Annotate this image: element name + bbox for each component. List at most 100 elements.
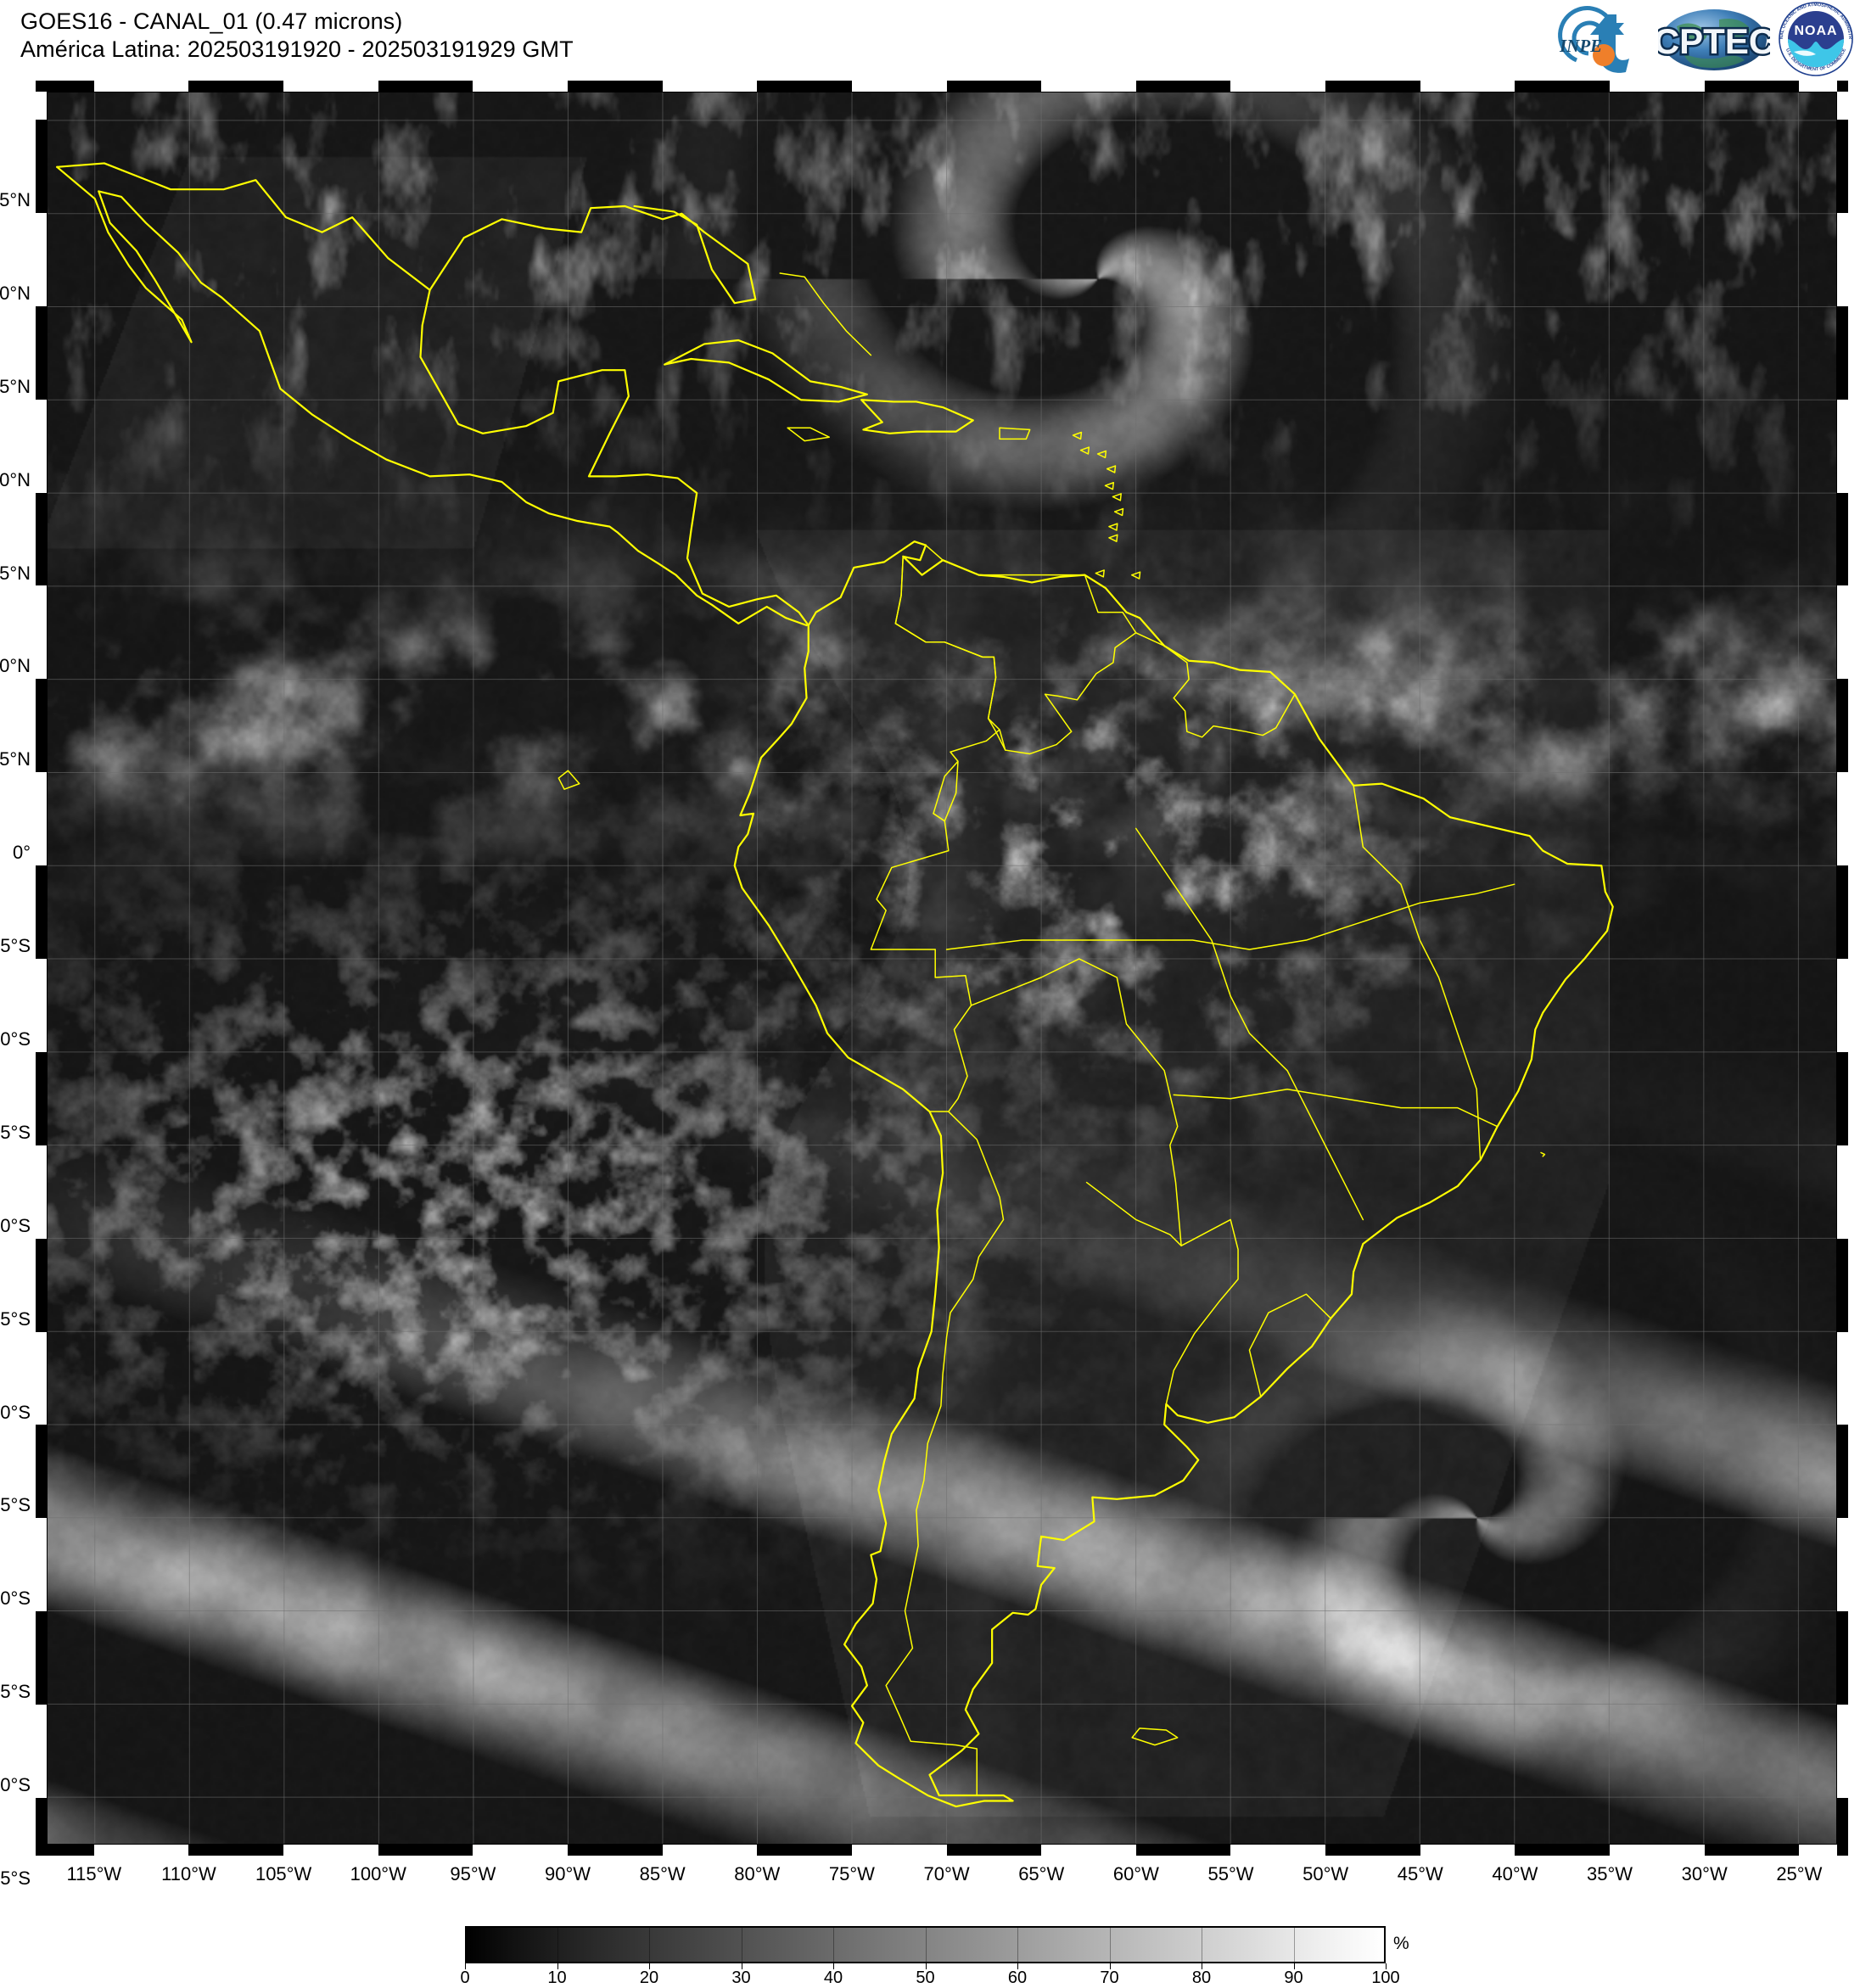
colorbar-tick-label: 90 (1284, 1968, 1303, 1987)
colorbar-gradient (465, 1926, 1386, 1963)
lon-tick-label: 35°W (1587, 1863, 1633, 1884)
map-plot-area[interactable] (47, 92, 1837, 1845)
coastline-path (970, 958, 1239, 1405)
coastline-path (1096, 450, 1107, 459)
frame-tick-segment (1837, 865, 1848, 959)
svg-text:INPE: INPE (1559, 36, 1602, 56)
frame-tick-segment (188, 81, 284, 92)
lon-tick-label: 75°W (828, 1863, 875, 1884)
frame-tick-segment (36, 492, 47, 586)
frame-tick-segment (1837, 1238, 1848, 1332)
lat-tick-label: 25°S (0, 1308, 31, 1330)
colorbar-tick-label: 60 (1007, 1968, 1028, 1987)
colorbar-tick-label: 0 (460, 1968, 470, 1987)
lat-tick-label: 15°N (0, 562, 31, 584)
frame-tick-segment (946, 1845, 1042, 1856)
coastline-path (1131, 1728, 1179, 1746)
colorbar-tick-label: 10 (547, 1968, 567, 1987)
frame-tick-segment (1515, 81, 1611, 92)
colorbar-tick (1293, 1963, 1295, 1969)
cptec-logo: CPTEC CPTEC (1651, 1, 1777, 80)
lat-tick-label: 10°N (0, 655, 31, 677)
frame-tick-segment (1704, 81, 1800, 92)
coastline-path (733, 540, 1614, 1808)
lon-tick-label: 65°W (1018, 1863, 1065, 1884)
coastline-path (1540, 1151, 1546, 1157)
lat-lon-gridlines (48, 92, 1836, 1844)
lat-tick-label: 35°N (0, 188, 31, 210)
frame-tick-segment (1837, 1425, 1848, 1519)
frame-tick-segment (1325, 1845, 1420, 1856)
coastline-path (56, 165, 808, 627)
colorbar-tick (1109, 1963, 1111, 1969)
title-line-product: GOES16 - CANAL_01 (0.47 microns) (20, 8, 403, 34)
lat-tick-label: 55°S (0, 1868, 31, 1890)
coastline-path (945, 883, 1515, 950)
satellite-map[interactable] (36, 81, 1848, 1856)
colorbar-divider (557, 1928, 558, 1962)
frame-tick-segment (36, 865, 47, 959)
frame-tick-segment (757, 81, 852, 92)
satellite-imagery (48, 92, 1836, 1844)
colorbar-tick-label: 20 (639, 1968, 659, 1987)
lon-tick-label: 110°W (161, 1863, 216, 1884)
frame-tick-segment (47, 81, 94, 92)
lat-tick-label: 45°S (0, 1681, 31, 1703)
lat-tick-label: 25°N (0, 375, 31, 397)
lon-tick-label: 115°W (66, 1863, 122, 1884)
svg-text:CPTEC: CPTEC (1658, 21, 1770, 61)
coastline-path (1173, 1089, 1499, 1128)
coastline-path (779, 272, 872, 356)
coastline-path (429, 204, 757, 305)
colorbar-tick (925, 1963, 927, 1969)
lat-tick-label: 15°S (0, 1121, 31, 1143)
coastline-path (56, 162, 810, 627)
coastline-path (1072, 431, 1083, 440)
colorbar-divider (1017, 1928, 1018, 1962)
header-bar: GOES16 - CANAL_01 (0.47 microns) América… (0, 0, 1860, 78)
coastline-path (664, 339, 868, 403)
frame-tick-segment (36, 1611, 47, 1705)
frame-tick-segment (1837, 1051, 1848, 1145)
noaa-logo: NOAA NATIONAL OCEANIC AND ATMOSPHERIC AD… (1775, 0, 1855, 81)
colorbar-tick (1017, 1963, 1018, 1969)
colorbar-divider (833, 1928, 834, 1962)
lon-tick-label: 30°W (1681, 1863, 1728, 1884)
frame-tick-segment (1837, 1845, 1848, 1856)
frame-tick-segment (1837, 1611, 1848, 1705)
frame-tick-segment (36, 81, 47, 92)
inpe-orange-dot (1593, 44, 1615, 66)
lat-tick-label: 20°S (0, 1214, 31, 1236)
colorbar-divider (649, 1928, 650, 1962)
latitude-axis: 35°N 30°N 25°N 20°N 15°N 10°N 5°N 0° 5°S 10°S 15°S… (0, 81, 36, 1889)
colorbar-tick-label: 50 (916, 1968, 935, 1987)
lon-tick-label: 60°W (1112, 1863, 1159, 1884)
coastline-path (894, 556, 1006, 822)
colorbar-tick (557, 1963, 558, 1969)
coastline-path (885, 1111, 1005, 1796)
lat-tick-label: 30°S (0, 1401, 31, 1423)
colorbar-tick (1386, 1963, 1387, 1969)
frame-tick-segment (378, 1845, 473, 1856)
frame-tick-segment (36, 1798, 47, 1845)
coastline-path (870, 813, 972, 1112)
colorbar-tick-label: 30 (731, 1968, 751, 1987)
colorbar-divider (1293, 1928, 1295, 1962)
coastline-path (1079, 446, 1090, 455)
cptec-logo-glyph: CPTEC CPTEC (1651, 9, 1777, 70)
coastline-path (1134, 827, 1364, 1221)
lat-tick-label: 5°S (0, 935, 31, 957)
coastline-path (999, 427, 1031, 440)
lon-tick-label: 95°W (450, 1863, 496, 1884)
colorbar-tick-label: 80 (1191, 1968, 1212, 1987)
coastline-path (1108, 523, 1118, 531)
frame-tick-segment (47, 1845, 94, 1856)
coastline-path (1113, 507, 1124, 517)
colorbar-tick-label: 40 (823, 1968, 843, 1987)
lat-tick-label: 50°S (0, 1774, 31, 1796)
frame-tick-segment (1135, 81, 1231, 92)
lat-tick-label: 5°N (0, 748, 31, 770)
frame-tick-segment (36, 1051, 47, 1145)
frame-tick-segment (1135, 1845, 1231, 1856)
frame-tick-segment (1515, 1845, 1611, 1856)
